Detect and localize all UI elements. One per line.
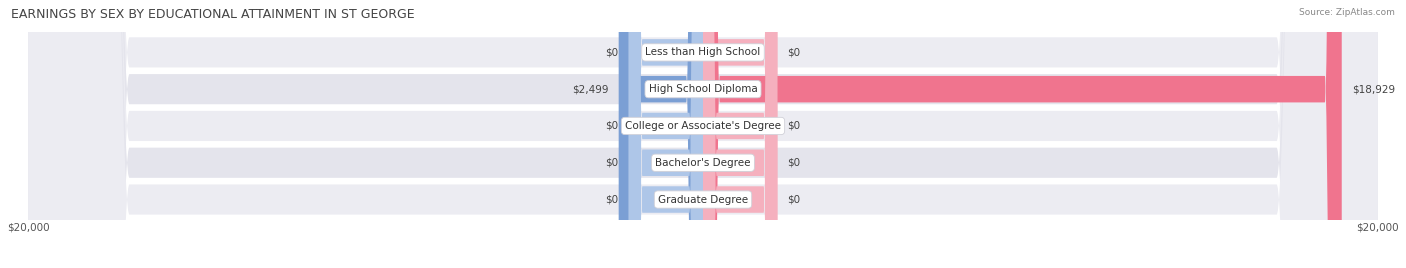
Text: $2,499: $2,499 — [572, 84, 609, 94]
Text: $0: $0 — [606, 47, 619, 57]
FancyBboxPatch shape — [28, 0, 1378, 268]
FancyBboxPatch shape — [703, 0, 778, 268]
Text: $0: $0 — [787, 195, 800, 204]
Text: $0: $0 — [606, 121, 619, 131]
FancyBboxPatch shape — [28, 0, 1378, 268]
FancyBboxPatch shape — [28, 0, 1378, 268]
Text: High School Diploma: High School Diploma — [648, 84, 758, 94]
FancyBboxPatch shape — [28, 0, 1378, 268]
FancyBboxPatch shape — [28, 0, 1378, 268]
FancyBboxPatch shape — [703, 0, 778, 268]
Text: $0: $0 — [787, 121, 800, 131]
Text: $0: $0 — [606, 195, 619, 204]
FancyBboxPatch shape — [703, 0, 778, 268]
Text: $0: $0 — [787, 47, 800, 57]
FancyBboxPatch shape — [628, 0, 703, 268]
Text: EARNINGS BY SEX BY EDUCATIONAL ATTAINMENT IN ST GEORGE: EARNINGS BY SEX BY EDUCATIONAL ATTAINMEN… — [11, 8, 415, 21]
FancyBboxPatch shape — [703, 0, 1341, 268]
Text: Less than High School: Less than High School — [645, 47, 761, 57]
Text: $0: $0 — [606, 158, 619, 168]
Text: $0: $0 — [787, 158, 800, 168]
FancyBboxPatch shape — [703, 0, 778, 268]
FancyBboxPatch shape — [628, 0, 703, 268]
Text: Source: ZipAtlas.com: Source: ZipAtlas.com — [1299, 8, 1395, 17]
FancyBboxPatch shape — [628, 0, 703, 268]
FancyBboxPatch shape — [619, 0, 703, 268]
Text: College or Associate's Degree: College or Associate's Degree — [626, 121, 780, 131]
Text: Graduate Degree: Graduate Degree — [658, 195, 748, 204]
FancyBboxPatch shape — [628, 0, 703, 268]
Text: $18,929: $18,929 — [1351, 84, 1395, 94]
Text: Bachelor's Degree: Bachelor's Degree — [655, 158, 751, 168]
